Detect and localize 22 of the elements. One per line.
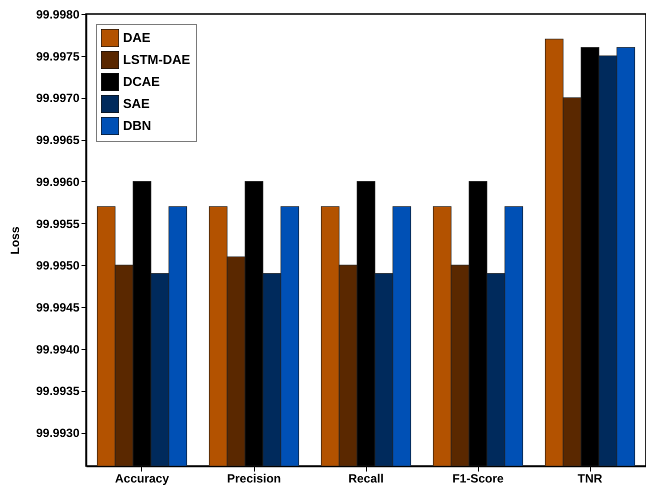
y-tick-label: 99.9950 xyxy=(36,258,80,273)
x-tick-label: Recall xyxy=(348,472,384,486)
legend-label: LSTM-DAE xyxy=(123,52,190,67)
y-tick-label: 99.9955 xyxy=(36,216,80,231)
y-tick-label: 99.9945 xyxy=(36,300,80,314)
legend-label: DBN xyxy=(123,118,152,133)
x-tick-label: F1-Score xyxy=(452,472,504,486)
y-tick-label: 99.9935 xyxy=(36,384,80,398)
y-axis-title: Loss xyxy=(8,226,22,255)
y-tick-label: 99.9965 xyxy=(36,133,80,148)
y-tick-label: 99.9940 xyxy=(36,342,80,356)
y-tick-label: 99.9975 xyxy=(36,49,80,64)
y-tick-label: 99.9980 xyxy=(36,8,80,22)
y-tick-label: 99.9960 xyxy=(36,174,80,189)
x-tick-label: Accuracy xyxy=(114,472,170,486)
x-tick-label: TNR xyxy=(578,472,603,486)
y-tick-label: 99.9930 xyxy=(36,426,80,440)
legend-label: DAE xyxy=(123,30,151,45)
x-tick-label: Precision xyxy=(226,472,282,486)
y-tick-label: 99.9970 xyxy=(36,91,80,106)
legend-label: SAE xyxy=(123,96,150,111)
legend-label: DCAE xyxy=(123,74,160,89)
